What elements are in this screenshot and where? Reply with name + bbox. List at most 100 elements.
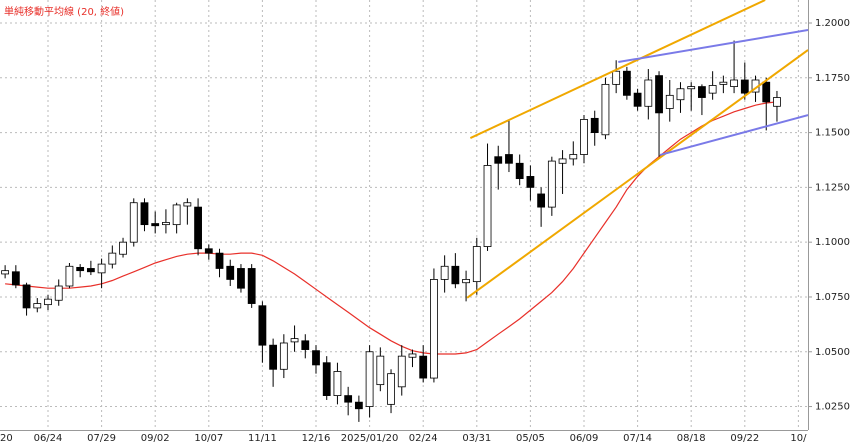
candle-body [687,86,696,90]
candle-body [119,241,127,255]
candle-body [569,154,578,160]
candle-body [708,85,717,94]
candle-body [97,263,106,274]
x-tick-label: 20 [0,433,13,444]
candle-body [740,79,749,94]
trend-line [618,29,808,64]
candle-body [419,355,428,379]
y-tick-label: 1.12500 [815,182,850,193]
candle-body [162,222,170,226]
candle-body [515,162,524,180]
candle-body [290,338,299,343]
candle-body [108,252,117,265]
candle-body [397,355,406,388]
x-tick-label: 12/16 [302,433,331,444]
candle-body [44,298,52,306]
candle-body [33,303,42,309]
candle-body [526,176,535,188]
candle-body [269,344,278,370]
trend-line [659,114,808,156]
candle-body [408,353,417,358]
candle-body [612,70,621,85]
candle-body [580,119,588,155]
trend-line [469,0,766,139]
candle-body [54,285,63,301]
candle-body [655,75,663,114]
x-tick-label: 10/07 [194,433,223,444]
y-tick-label: 1.10000 [815,237,850,248]
candle-body [129,202,138,243]
candle-body [644,79,653,107]
y-tick-label: 1.02500 [815,402,850,413]
candle-body [215,252,224,269]
candle-body [558,158,567,164]
candle-body [547,160,556,208]
candle-body [322,362,331,396]
candle-body [537,193,546,208]
candle-body [247,268,256,304]
candle-body [333,371,342,396]
candle-body [762,81,771,103]
candle-body [462,279,470,284]
y-tick-label: 1.05000 [815,347,850,358]
candle-body [430,279,438,379]
candle-body [151,223,160,227]
candle-body [312,350,320,366]
y-tick-label: 1.17500 [815,73,850,84]
y-tick-label: 1.20000 [815,18,850,29]
candle-body [590,117,599,133]
plot-area [1,0,808,422]
grid [0,0,808,430]
candle-body [76,266,85,272]
candle-body [237,268,245,289]
candle-body [365,351,374,407]
candle-body [226,265,235,280]
candle-body [301,340,310,350]
candle-body [354,401,363,410]
axes: 1.02500 1.05000 1.07500 1.10000 1.12500 1.150… [0,18,850,444]
candle-body [451,265,460,285]
candle-body [22,284,31,309]
candle-body [387,373,395,405]
x-tick-label: 08/18 [677,433,706,444]
candle-body [505,154,513,164]
x-tick-label: 06/09 [570,433,599,444]
candle-body [483,165,492,247]
candle-body [86,268,95,273]
x-tick-label: 07/29 [87,433,116,444]
candle-body [665,94,674,109]
candle-body [730,79,738,87]
x-tick-label: 09/02 [141,433,170,444]
candle-body [183,202,192,207]
candle-body [440,265,449,280]
trend-line [466,49,808,299]
candle-body [204,248,213,254]
x-tick-label: 11/11 [248,433,277,444]
candle-body [65,265,74,287]
candle-body [140,202,149,226]
candle-body [719,81,728,85]
chart-title: 単純移動平均線 (20, 終値) [4,5,124,18]
candle-body [1,270,10,275]
candle-body [698,86,706,98]
x-tick-label: 03/31 [462,433,491,444]
x-tick-label: 07/14 [623,433,652,444]
candle-body [11,271,20,286]
x-tick-label: 10/ [790,433,807,444]
candle-body [676,88,685,101]
candle-body [258,305,267,346]
candle-body [633,92,642,107]
candle-body [601,83,610,136]
candle-body [622,70,631,96]
y-tick-label: 1.15000 [815,128,850,139]
x-tick-label: 2025/01/20 [341,433,399,444]
candle-body [194,206,202,250]
candle-body [472,246,481,283]
candle-body [494,156,503,164]
candle-body [344,395,353,403]
candle-body [376,355,385,386]
candle-body [172,204,181,226]
x-tick-label: 05/05 [516,433,545,444]
